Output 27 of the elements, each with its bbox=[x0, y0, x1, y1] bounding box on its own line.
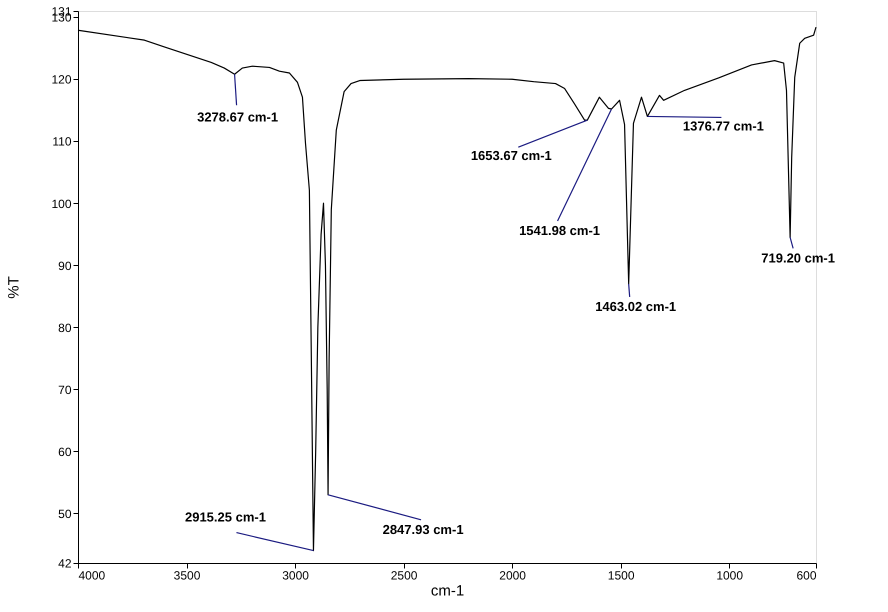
y-tick-label: 70 bbox=[58, 382, 72, 397]
y-axis-title: %T bbox=[5, 276, 22, 299]
annotation: 1376.77 cm-1 bbox=[682, 118, 764, 134]
annotation: 1653.67 cm-1 bbox=[470, 148, 552, 164]
y-tick-label: 60 bbox=[58, 444, 72, 459]
x-tick-label: 3500 bbox=[174, 568, 201, 582]
annotation: 719.20 cm-1 bbox=[761, 250, 835, 266]
x-tick-label: 600 bbox=[796, 568, 817, 582]
y-tick-label: 110 bbox=[52, 134, 72, 149]
x-tick-label: 1500 bbox=[608, 568, 635, 582]
annotation: 2847.93 cm-1 bbox=[382, 522, 464, 537]
x-axis-title: cm-1 bbox=[430, 582, 464, 600]
y-tick-label: 100 bbox=[51, 196, 72, 211]
annotation: 3278.67 cm-1 bbox=[197, 109, 278, 124]
y-tick-label: 90 bbox=[58, 258, 72, 273]
x-tick-label: 2500 bbox=[390, 568, 418, 582]
y-tick-label: 50 bbox=[58, 506, 72, 521]
annotation: 1463.02 cm-1 bbox=[595, 298, 676, 314]
x-tick-label: 3000 bbox=[282, 568, 310, 582]
y-tick-label: 80 bbox=[58, 320, 72, 335]
y-tick-label: 42 bbox=[58, 556, 72, 570]
x-tick-label: 4000 bbox=[78, 568, 106, 582]
x-tick-label: 2000 bbox=[499, 568, 526, 582]
x-tick-label: 1000 bbox=[716, 568, 744, 582]
annotation: 1541.98 cm-1 bbox=[519, 222, 600, 238]
annotation: 2915.25 cm-1 bbox=[184, 510, 266, 525]
y-tick-label: 120 bbox=[51, 72, 72, 87]
